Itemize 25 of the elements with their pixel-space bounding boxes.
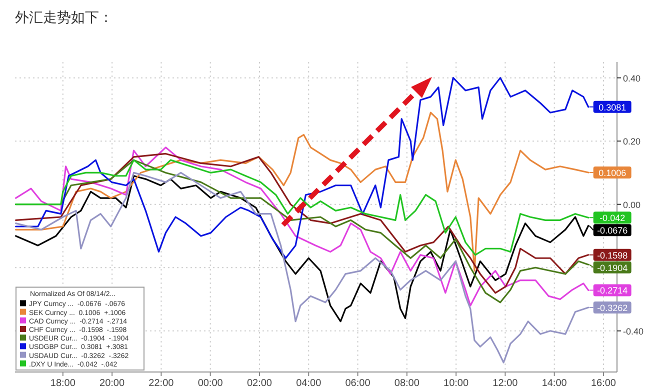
y-tick-label: 0.00 bbox=[623, 200, 641, 210]
x-tick-label: 02:00 bbox=[246, 378, 272, 389]
x-tick-label: 10:00 bbox=[444, 378, 470, 389]
x-tick-label: 22:00 bbox=[148, 378, 174, 389]
x-tick-label: 04:00 bbox=[296, 378, 322, 389]
data-label: -0.2714 bbox=[597, 286, 628, 296]
x-tick-label: 16:00 bbox=[590, 378, 616, 389]
y-tick-label: 0.40 bbox=[623, 73, 641, 84]
x-tick-label: 14:00 bbox=[542, 378, 568, 389]
y-tick-label: 0.20 bbox=[623, 136, 641, 147]
data-label: 0.1006 bbox=[598, 168, 626, 178]
x-tick-label: 00:00 bbox=[198, 378, 224, 389]
data-label: -0.042 bbox=[600, 213, 626, 224]
y-tick-label: -0.40 bbox=[623, 326, 644, 336]
data-label: -0.0676 bbox=[597, 226, 628, 236]
x-tick-label: 08:00 bbox=[394, 378, 420, 389]
data-label: -0.3262 bbox=[597, 303, 628, 314]
data-label: 0.3081 bbox=[598, 102, 626, 112]
x-tick-label: 20:00 bbox=[100, 378, 126, 389]
chart-title: 外汇走势如下： bbox=[15, 9, 113, 25]
x-tick-label: 06:00 bbox=[345, 378, 371, 389]
x-tick-label: 12:00 bbox=[492, 378, 518, 389]
data-label: -0.1598 bbox=[597, 250, 628, 260]
x-tick-label: 18:00 bbox=[50, 378, 76, 389]
data-label: -0.1904 bbox=[597, 262, 628, 273]
